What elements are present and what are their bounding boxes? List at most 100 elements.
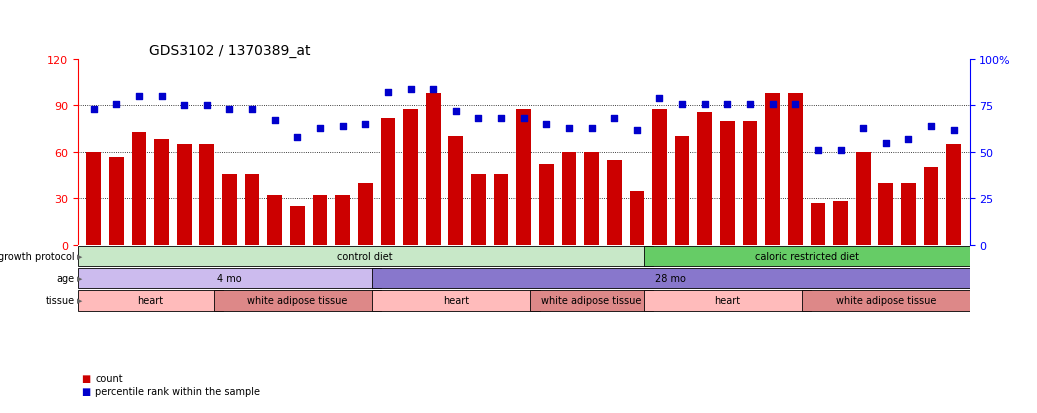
Bar [607,160,621,245]
FancyBboxPatch shape [644,246,970,266]
Bar [924,168,938,245]
Text: ▶: ▶ [77,275,82,282]
Point [764,101,781,108]
Point [628,127,645,133]
Bar [86,152,101,245]
Point [267,118,283,124]
Point [198,103,215,109]
Bar [176,145,192,245]
Text: caloric restricted diet: caloric restricted diet [755,251,859,261]
Bar [765,94,780,245]
Bar [155,140,169,245]
Point [833,147,849,154]
Bar [856,152,871,245]
Text: 4 mo: 4 mo [217,273,242,283]
Point [697,101,713,108]
Bar [788,94,803,245]
Point [380,90,396,97]
Text: heart: heart [714,296,740,306]
Bar [381,119,395,245]
Text: white adipose tissue: white adipose tissue [836,296,936,306]
Bar [109,157,123,245]
Bar [335,196,349,245]
Bar [494,174,508,245]
Bar [403,109,418,245]
Point [877,140,894,147]
FancyBboxPatch shape [78,246,652,266]
Text: percentile rank within the sample: percentile rank within the sample [95,387,260,396]
Point [153,94,170,100]
Bar [358,183,372,245]
Bar [426,94,441,245]
Point [357,121,373,128]
Point [787,101,804,108]
Point [402,86,419,93]
Point [606,116,622,123]
Text: heart: heart [443,296,469,306]
Point [85,107,102,113]
Point [854,125,871,132]
Text: ■: ■ [81,373,90,383]
Point [946,127,962,133]
Point [923,123,940,130]
Bar [245,174,259,245]
Bar [222,174,236,245]
Bar [290,206,305,245]
Bar [562,152,577,245]
Bar [448,137,464,245]
Bar [471,174,485,245]
Bar [675,137,690,245]
Point [493,116,509,123]
Bar [629,191,644,245]
FancyBboxPatch shape [531,290,652,311]
Point [810,147,826,154]
Bar [584,152,599,245]
Bar [199,145,215,245]
Text: tissue: tissue [46,296,75,306]
Point [334,123,351,130]
Text: ▶: ▶ [77,298,82,304]
Point [515,116,532,123]
Text: white adipose tissue: white adipose tissue [247,296,347,306]
FancyBboxPatch shape [644,290,811,311]
Text: white adipose tissue: white adipose tissue [541,296,642,306]
FancyBboxPatch shape [802,290,970,311]
Bar [698,112,712,245]
Text: age: age [57,273,75,283]
Bar [833,202,848,245]
Point [583,125,599,132]
Text: heart: heart [137,296,163,306]
Text: ■: ■ [81,387,90,396]
Text: GDS3102 / 1370389_at: GDS3102 / 1370389_at [149,43,311,57]
Point [538,121,555,128]
Bar [901,183,916,245]
Bar [516,109,531,245]
Point [312,125,329,132]
Point [470,116,486,123]
FancyBboxPatch shape [372,268,970,289]
Point [108,101,124,108]
Point [900,136,917,143]
Text: 28 mo: 28 mo [655,273,686,283]
Point [651,95,668,102]
Point [674,101,691,108]
Point [289,134,306,141]
FancyBboxPatch shape [78,290,223,311]
Bar [811,204,825,245]
Point [244,107,260,113]
Point [131,94,147,100]
Text: control diet: control diet [337,251,393,261]
Bar [878,183,893,245]
Bar [268,196,282,245]
Point [425,86,442,93]
Point [561,125,578,132]
Point [741,101,758,108]
Point [719,101,735,108]
Text: count: count [95,373,123,383]
Bar [742,122,757,245]
Bar [720,122,735,245]
FancyBboxPatch shape [78,268,381,289]
Text: growth protocol: growth protocol [0,251,75,261]
FancyBboxPatch shape [372,290,539,311]
FancyBboxPatch shape [214,290,381,311]
